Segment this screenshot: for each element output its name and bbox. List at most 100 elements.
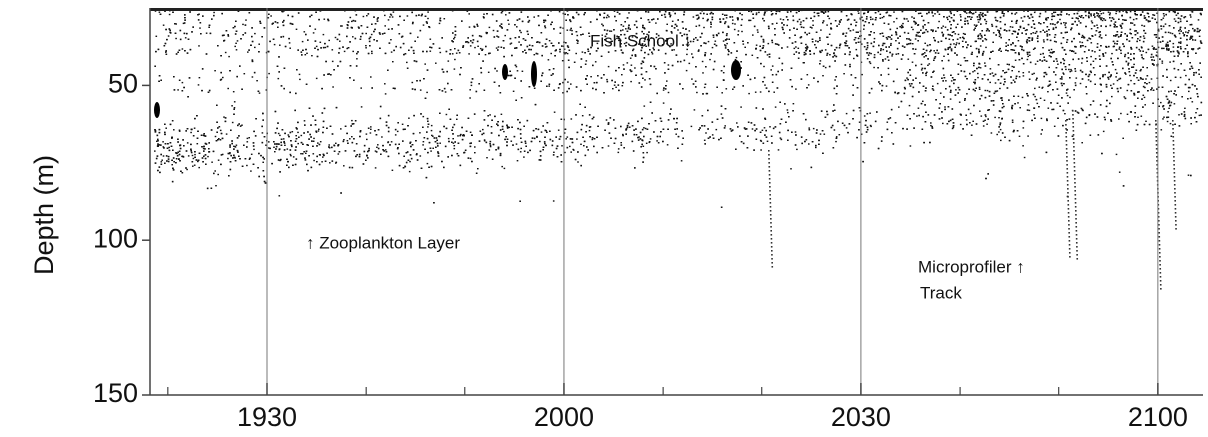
speckle xyxy=(313,137,315,140)
speckle xyxy=(1018,135,1021,137)
speckle xyxy=(254,32,256,35)
speckle xyxy=(369,132,372,134)
speckle xyxy=(1022,75,1025,77)
speckle xyxy=(741,30,743,33)
speckle xyxy=(997,29,999,31)
speckle xyxy=(667,64,670,66)
speckle xyxy=(895,31,897,33)
speckle xyxy=(670,43,672,45)
speckle xyxy=(938,118,941,120)
speckle xyxy=(1090,71,1092,74)
speckle xyxy=(509,43,512,45)
speckle xyxy=(250,153,253,155)
speckle xyxy=(1133,53,1135,55)
speckle xyxy=(566,52,569,55)
speckle xyxy=(239,158,241,160)
speckle xyxy=(546,45,548,48)
speckle xyxy=(1047,107,1050,109)
speckle xyxy=(1090,15,1092,17)
speckle xyxy=(353,150,356,152)
speckle xyxy=(156,140,158,142)
speckle xyxy=(828,17,831,20)
speckle xyxy=(779,18,782,20)
speckle xyxy=(1047,91,1049,93)
speckle xyxy=(547,59,550,61)
speckle xyxy=(1018,76,1021,78)
speckle xyxy=(496,35,498,37)
speckle xyxy=(644,51,646,54)
speckle xyxy=(1017,32,1019,35)
speckle xyxy=(949,11,952,13)
speckle xyxy=(218,126,221,128)
speckle xyxy=(592,64,594,67)
speckle xyxy=(806,74,809,76)
speckle xyxy=(1143,15,1146,17)
speckle xyxy=(922,27,925,29)
speckle xyxy=(613,84,616,86)
speckle xyxy=(192,157,195,160)
speckle xyxy=(1044,11,1047,13)
speckle xyxy=(955,26,957,29)
speckle xyxy=(390,14,393,16)
speckle xyxy=(261,36,263,38)
speckle xyxy=(1027,135,1029,137)
speckle xyxy=(1051,13,1053,15)
speckle xyxy=(984,38,986,40)
speckle xyxy=(1065,53,1067,55)
speckle xyxy=(813,11,816,14)
speckle xyxy=(192,165,194,167)
speckle xyxy=(225,133,228,135)
speckle xyxy=(1167,44,1169,46)
speckle xyxy=(863,38,866,40)
speckle xyxy=(544,25,546,27)
speckle xyxy=(1023,27,1025,29)
speckle xyxy=(439,19,441,21)
speckle xyxy=(548,69,551,71)
speckle xyxy=(640,73,643,76)
speckle xyxy=(870,52,872,55)
speckle xyxy=(1101,19,1104,22)
speckle xyxy=(379,33,381,35)
speckle xyxy=(213,172,215,175)
speckle xyxy=(1109,12,1111,14)
speckle xyxy=(973,64,975,67)
speckle xyxy=(363,144,366,147)
speckle xyxy=(924,42,926,44)
speckle xyxy=(217,139,219,141)
speckle xyxy=(705,42,707,45)
speckle xyxy=(1084,45,1087,48)
speckle xyxy=(612,88,614,90)
speckle xyxy=(1173,34,1176,36)
speckle xyxy=(1016,19,1018,22)
speckle xyxy=(477,168,479,170)
speckle xyxy=(755,13,758,16)
speckle xyxy=(1144,104,1146,106)
speckle xyxy=(736,122,738,124)
speckle xyxy=(322,33,325,36)
speckle xyxy=(950,50,953,52)
speckle xyxy=(1087,15,1090,17)
speckle xyxy=(1041,60,1044,62)
speckle xyxy=(465,41,467,43)
speckle xyxy=(156,145,159,147)
speckle xyxy=(419,132,421,134)
speckle xyxy=(651,51,653,53)
speckle xyxy=(1064,31,1067,34)
speckle xyxy=(1099,65,1101,67)
speckle xyxy=(496,30,499,32)
speckle xyxy=(469,142,471,145)
speckle xyxy=(979,110,981,112)
speckle xyxy=(1085,93,1088,95)
speckle xyxy=(594,61,597,63)
speckle xyxy=(491,119,493,121)
speckle xyxy=(395,45,397,48)
speckle xyxy=(234,157,236,159)
speckle xyxy=(976,55,978,58)
speckle xyxy=(835,140,837,143)
speckle xyxy=(198,166,200,169)
speckle xyxy=(172,169,175,171)
speckle xyxy=(1039,97,1042,99)
speckle xyxy=(912,86,915,89)
speckle xyxy=(1131,22,1134,24)
speckle xyxy=(421,13,423,16)
